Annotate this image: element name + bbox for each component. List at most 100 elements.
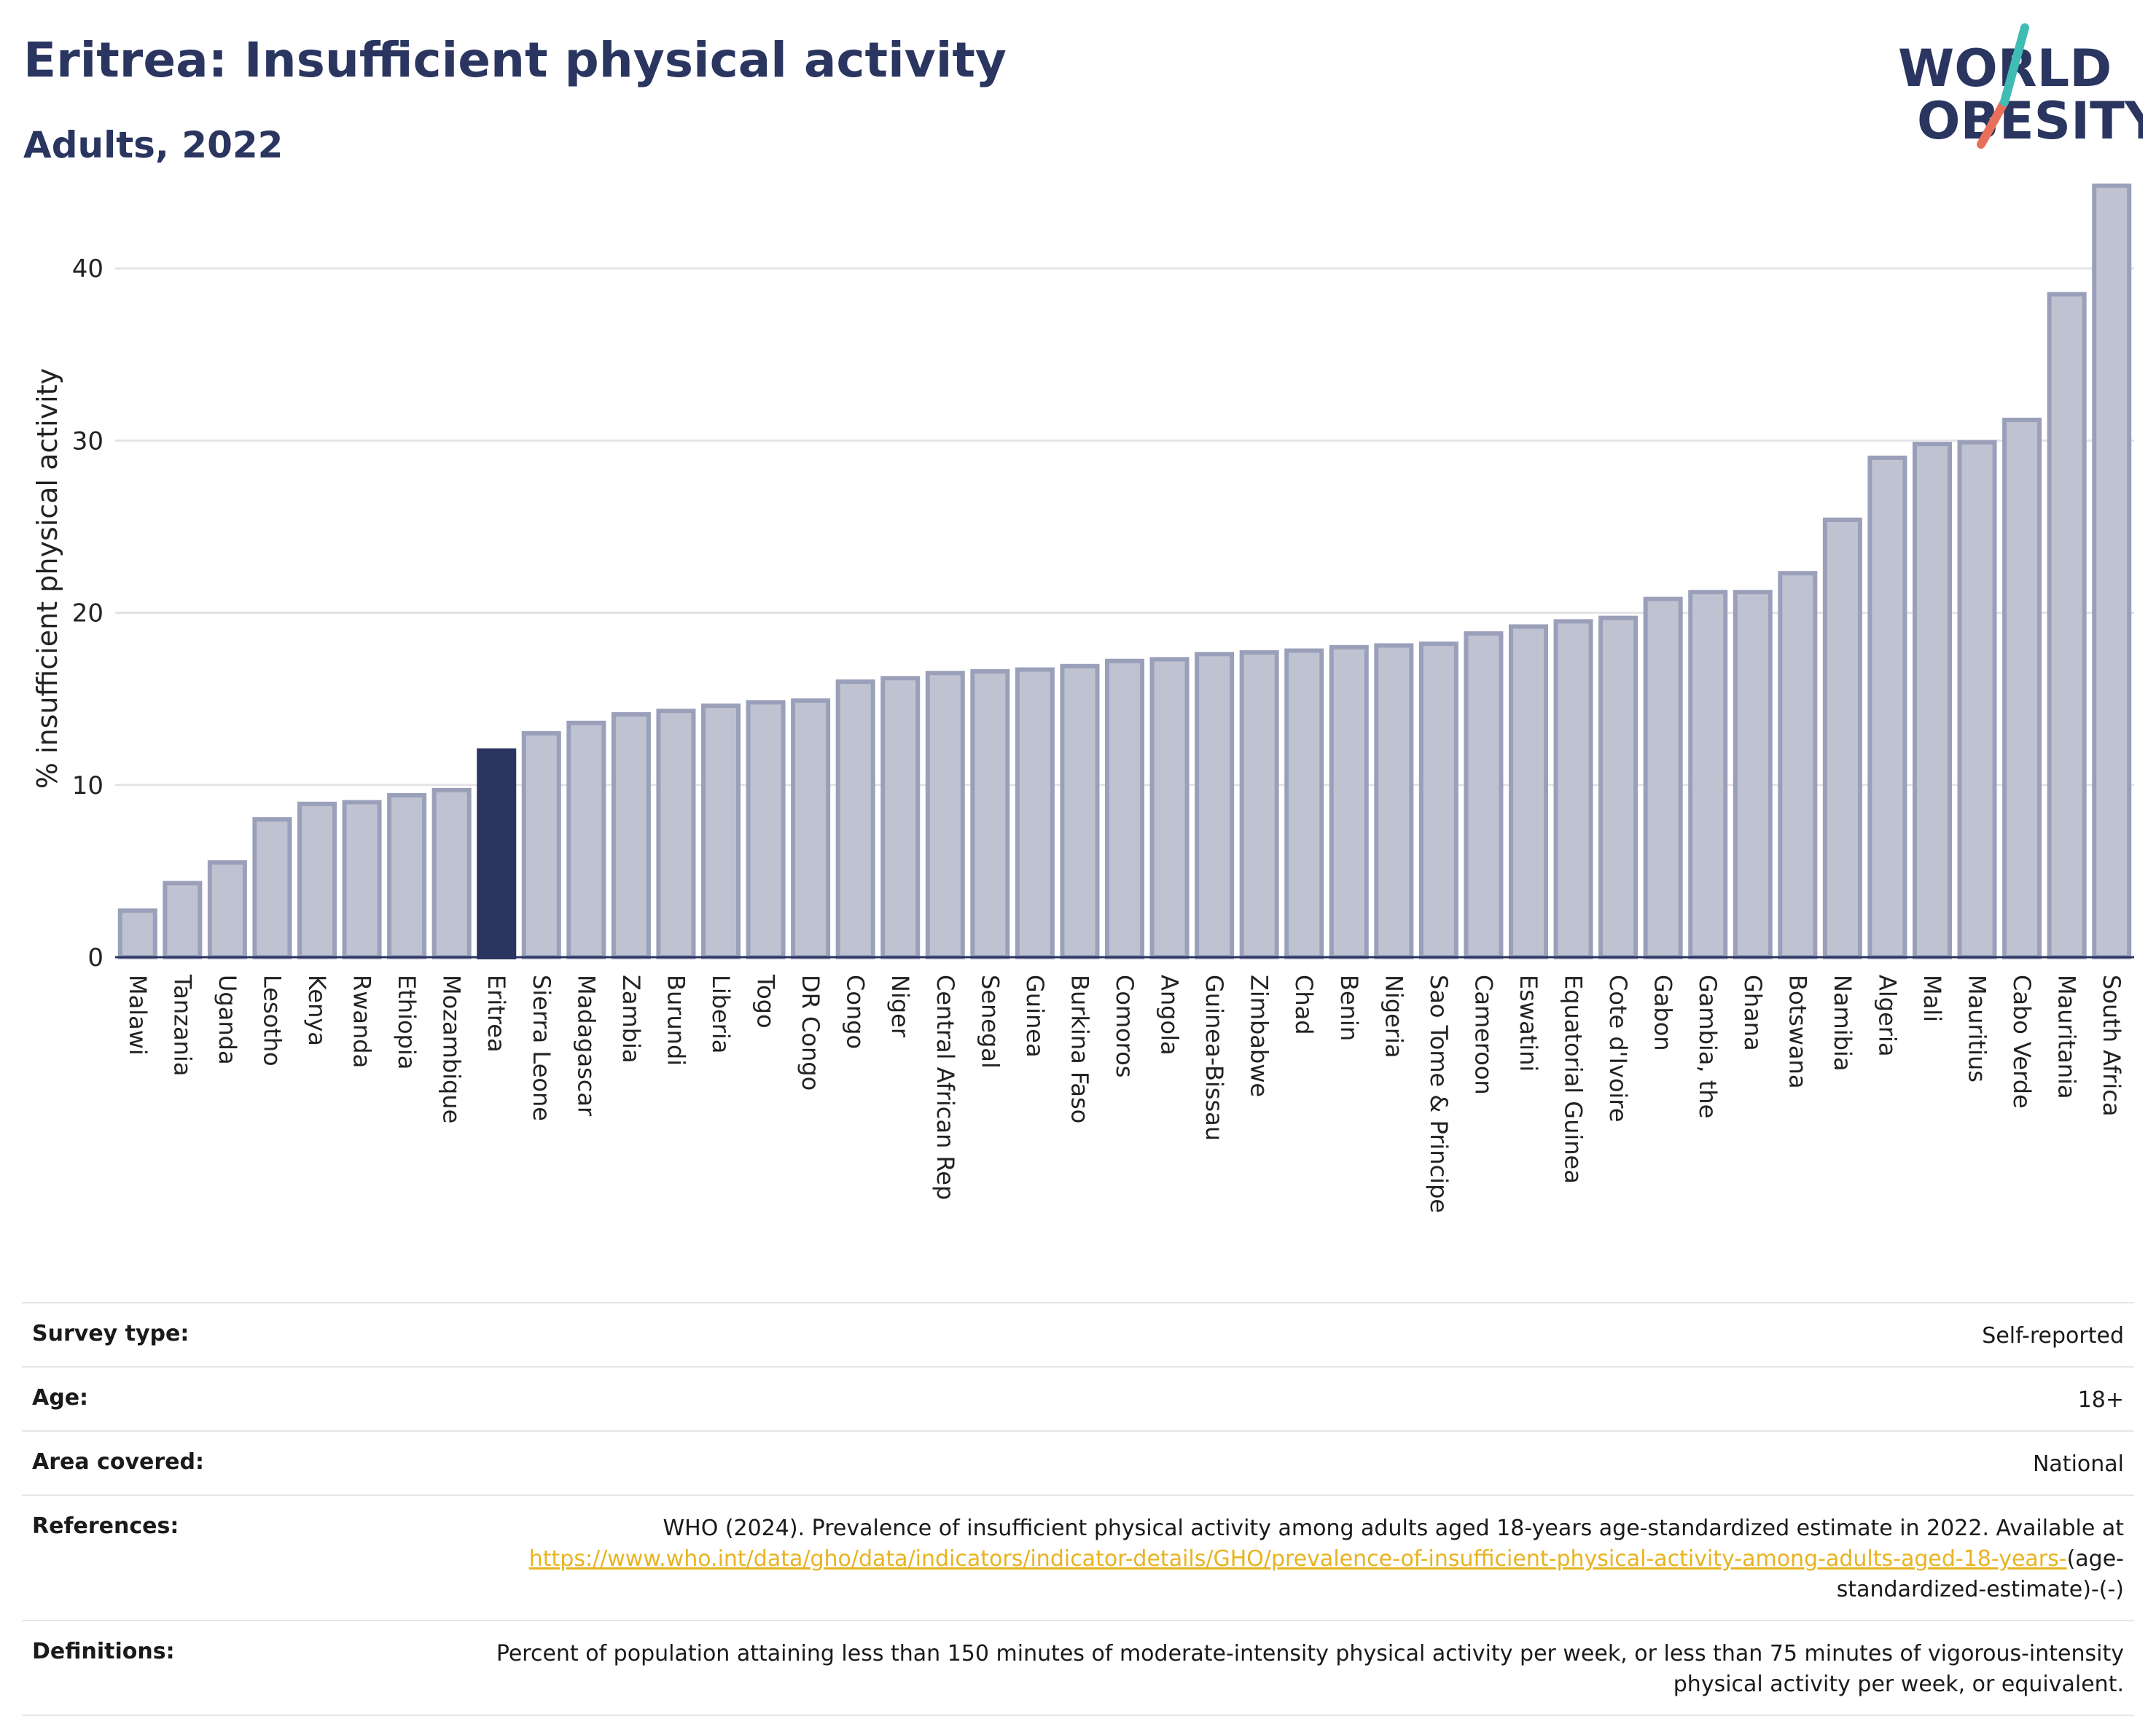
bar-guinea <box>1015 667 1055 960</box>
bar-mali <box>1912 442 1953 959</box>
bar-guinea-bissau <box>1195 652 1235 959</box>
meta-row-survey-type: Survey type: Self-reported <box>22 1302 2134 1366</box>
x-tick-label: Kenya <box>303 975 331 1046</box>
bar-mauritania <box>2047 292 2087 959</box>
metadata-table: Survey type: Self-reported Age: 18+ Area… <box>22 1302 2134 1716</box>
x-tick-label: Gambia, the <box>1694 975 1722 1118</box>
x-tick-label: Eritrea <box>483 975 510 1053</box>
x-tick-label: Nigeria <box>1380 975 1407 1058</box>
x-tick-label: Cote d'Ivoire <box>1604 975 1632 1122</box>
x-tick-label: Algeria <box>1873 975 1901 1056</box>
x-tick-label: Liberia <box>707 975 735 1053</box>
bar-eswatini <box>1508 624 1549 959</box>
bar-nigeria <box>1374 643 1414 960</box>
bar-benin <box>1329 644 1369 959</box>
bar-cote-d-ivoire <box>1598 615 1639 959</box>
bar-madagascar <box>566 720 606 959</box>
bar-cameroon <box>1464 631 1504 959</box>
x-tick-label: Mali <box>1918 975 1946 1022</box>
x-tick-label: Malawi <box>124 975 152 1056</box>
meta-key-age: Age: <box>32 1385 89 1411</box>
x-tick-label: Equatorial Guinea <box>1560 975 1587 1184</box>
x-tick-label: Cabo Verde <box>2008 975 2036 1109</box>
meta-val-age: 18+ <box>2077 1387 2124 1413</box>
y-tick-label: 10 <box>72 771 103 800</box>
bar-mozambique <box>431 787 472 960</box>
bar-botswana <box>1778 571 1818 959</box>
bar-ghana <box>1733 590 1773 959</box>
x-tick-label: South Africa <box>2098 975 2125 1116</box>
x-tick-label: Sao Tome & Principe <box>1425 975 1453 1213</box>
meta-row-definitions: Definitions: Percent of population attai… <box>22 1620 2134 1716</box>
logo-slash-teal <box>2000 23 2029 106</box>
x-tick-label: Central African Rep <box>931 975 959 1200</box>
y-axis-ticks: 0 10 20 30 40 <box>72 254 103 972</box>
bar-zambia <box>611 711 651 960</box>
meta-key-area: Area covered: <box>32 1449 204 1475</box>
x-tick-label: Ghana <box>1739 975 1767 1051</box>
x-tick-label: Senegal <box>976 975 1004 1069</box>
x-tick-label: Uganda <box>214 975 241 1065</box>
bar-sierra-leone <box>521 730 561 960</box>
x-tick-label: Chad <box>1290 975 1318 1035</box>
meta-val-references: WHO (2024). Prevalence of insufficient p… <box>448 1513 2124 1605</box>
x-tick-label: Botswana <box>1784 975 1811 1088</box>
x-tick-label: Togo <box>752 974 780 1029</box>
y-axis-title: % insufficient physical activity <box>31 368 63 789</box>
reference-link[interactable]: https://www.who.int/data/gho/data/indica… <box>528 1546 2067 1572</box>
bar-rwanda <box>342 800 382 960</box>
x-tick-label: Eswatini <box>1515 975 1542 1072</box>
x-tick-label: Guinea-Bissau <box>1200 975 1228 1141</box>
bar-algeria <box>1867 455 1907 959</box>
reference-text: WHO (2024). Prevalence of insufficient p… <box>663 1516 2124 1541</box>
x-tick-label: Tanzania <box>168 974 196 1076</box>
logo-line2: OBESITY <box>1917 91 2143 151</box>
bar-cabo-verde <box>2002 417 2042 959</box>
meta-val-definitions: Percent of population attaining less tha… <box>496 1641 2124 1697</box>
meta-row-age: Age: 18+ <box>22 1366 2134 1430</box>
meta-key-definitions: Definitions: <box>32 1639 175 1664</box>
bar-chad <box>1284 648 1324 959</box>
x-tick-label: Guinea <box>1021 975 1049 1058</box>
bar-tanzania <box>163 881 203 959</box>
x-tick-label: Niger <box>886 975 914 1038</box>
x-tick-label: Burundi <box>662 975 690 1066</box>
bar-angola <box>1149 657 1190 960</box>
reference-suffix: (age-standardized-estimate)-(-) <box>1836 1546 2124 1602</box>
bar-uganda <box>207 860 247 959</box>
x-tick-label: Angola <box>1156 975 1184 1056</box>
bar-kenya <box>297 801 337 959</box>
x-tick-label: Cameroon <box>1469 975 1497 1095</box>
bar-dr-congo <box>791 698 831 959</box>
bar-eritrea <box>477 748 517 959</box>
page-subtitle: Adults, 2022 <box>23 124 284 166</box>
bar-mauritius <box>1957 440 1997 959</box>
x-tick-label: Congo <box>842 975 870 1049</box>
x-tick-label: Lesotho <box>258 975 286 1067</box>
bar-comoros <box>1104 658 1145 959</box>
bar-gabon <box>1643 596 1683 959</box>
x-tick-label: Burkina Faso <box>1066 975 1093 1123</box>
logo-slash-coral <box>1977 98 2009 149</box>
x-tick-label: Mauritania <box>2053 975 2081 1099</box>
y-tick-label: 0 <box>87 943 103 972</box>
bar-ethiopia <box>387 792 427 960</box>
x-tick-label: Zambia <box>617 975 645 1064</box>
meta-key-survey-type: Survey type: <box>32 1321 190 1346</box>
bar-burkina-faso <box>1060 663 1100 959</box>
meta-val-area: National <box>2032 1451 2124 1477</box>
bar-zimbabwe <box>1239 650 1279 959</box>
world-obesity-logo: WORLD OBESITY <box>1898 23 2143 151</box>
y-tick-label: 30 <box>72 426 103 456</box>
bar-niger <box>880 676 921 959</box>
meta-key-references: References: <box>32 1513 179 1539</box>
x-tick-label: Madagascar <box>572 975 600 1117</box>
y-tick-label: 20 <box>72 599 103 628</box>
bar-south-africa <box>2092 183 2132 959</box>
x-tick-label: Zimbabwe <box>1246 975 1273 1097</box>
bar-togo <box>746 700 786 959</box>
x-tick-label: Ethiopia <box>393 975 421 1069</box>
x-tick-label: DR Congo <box>797 975 824 1091</box>
bar-senegal <box>970 668 1010 959</box>
meta-row-references: References: WHO (2024). Prevalence of in… <box>22 1494 2134 1620</box>
